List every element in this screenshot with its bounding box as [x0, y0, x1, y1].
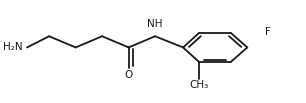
Text: O: O	[125, 70, 133, 80]
Text: F: F	[265, 27, 271, 37]
Text: NH: NH	[147, 19, 163, 29]
Text: H₂N: H₂N	[3, 42, 23, 52]
Text: CH₃: CH₃	[189, 80, 208, 90]
